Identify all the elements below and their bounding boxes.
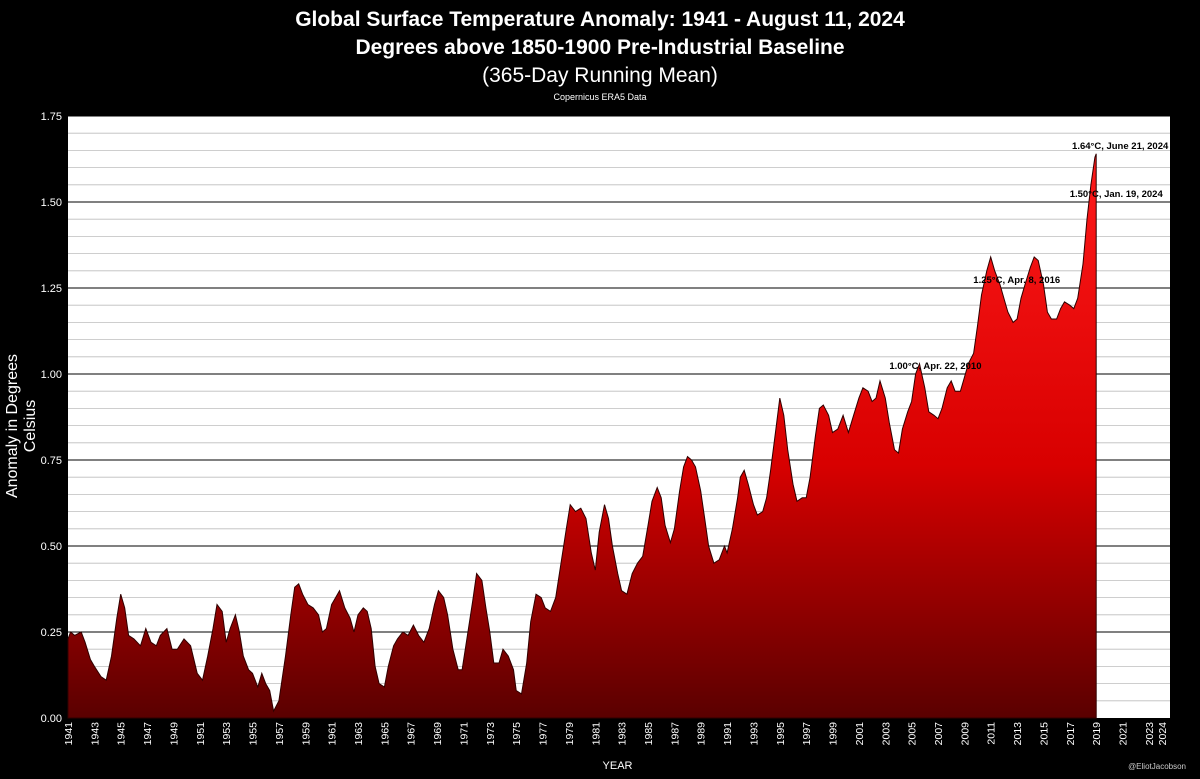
- annotation-label: 1.25°C, Apr. 8, 2016: [973, 275, 1060, 286]
- annotation-label: 1.64°C, June 21, 2024: [1072, 141, 1169, 152]
- y-tick-label: 1.75: [41, 111, 62, 123]
- anomaly-area: [67, 153, 1097, 719]
- y-tick-label: 1.50: [41, 197, 62, 209]
- x-tick-label: 1971: [459, 722, 471, 746]
- x-tick-label: 1951: [195, 722, 207, 746]
- x-tick-label: 1983: [617, 722, 629, 746]
- x-tick-label: 2005: [907, 722, 919, 746]
- x-tick-label: 1979: [564, 722, 576, 746]
- x-tick-label: 1953: [221, 722, 233, 746]
- x-tick-label: 1989: [696, 722, 708, 746]
- x-tick-label: 1949: [169, 722, 181, 746]
- x-tick-label: 2011: [986, 722, 998, 745]
- y-tick-label: 0.50: [41, 541, 62, 553]
- y-tick-labels: 0.00 0.25 0.50 0.75 1.00 1.25 1.50 1.75: [41, 111, 62, 725]
- annotation-label: 1.00°C, Apr. 22, 2010: [889, 361, 981, 372]
- x-tick-label: 2003: [880, 722, 892, 746]
- x-tick-label: 2021: [1118, 722, 1130, 746]
- x-axis-label: YEAR: [602, 760, 633, 772]
- x-tick-labels: 1941 1943 1945 1947 1949 1951 1953 1955 1957 1959…: [63, 722, 1169, 746]
- x-tick-label: 2007: [933, 722, 945, 746]
- x-tick-label: 1975: [511, 722, 523, 746]
- annotations: 1.00°C, Apr. 22, 2010 1.25°C, Apr. 8, 201…: [889, 141, 1169, 372]
- x-tick-label: 2019: [1091, 722, 1103, 746]
- x-tick-label: 1985: [643, 722, 655, 746]
- x-tick-label: 1955: [248, 722, 260, 746]
- x-tick-label: 2017: [1065, 722, 1077, 746]
- x-tick-label: 1959: [300, 722, 312, 746]
- x-tick-label: 1963: [353, 722, 365, 746]
- x-tick-label: 1977: [538, 722, 550, 746]
- y-tick-label: 1.00: [41, 369, 62, 381]
- x-tick-label: 1995: [775, 722, 787, 746]
- annotation-label: 1.50°C, Jan. 19, 2024: [1070, 189, 1164, 200]
- x-tick-label: 2024: [1157, 722, 1169, 746]
- y-tick-label: 0.75: [41, 455, 62, 467]
- x-tick-label: 1987: [669, 722, 681, 746]
- x-tick-label: 1943: [89, 722, 101, 746]
- x-tick-label: 1973: [485, 722, 497, 746]
- x-tick-label: 2001: [854, 722, 866, 746]
- y-tick-label: 0.00: [41, 713, 62, 725]
- x-tick-label: 2023: [1144, 722, 1156, 746]
- x-tick-label: 1957: [274, 722, 286, 746]
- x-tick-label: 1941: [63, 722, 75, 746]
- data-area: [67, 153, 1097, 719]
- chart-subtitle-running-mean: (365-Day Running Mean): [482, 64, 718, 87]
- x-tick-label: 1981: [590, 722, 602, 746]
- data-source: Copernicus ERA5 Data: [553, 92, 647, 102]
- x-tick-label: 2015: [1039, 722, 1051, 746]
- x-tick-label: 1997: [801, 722, 813, 746]
- author-credit: @EliotJacobson: [1128, 762, 1186, 771]
- chart-title: Global Surface Temperature Anomaly: 1941…: [295, 8, 905, 31]
- chart-subtitle: Degrees above 1850-1900 Pre-Industrial B…: [355, 36, 845, 59]
- x-tick-label: 2009: [959, 722, 971, 746]
- x-tick-label: 1967: [406, 722, 418, 746]
- y-tick-label: 1.25: [41, 283, 62, 295]
- x-tick-label: 1999: [828, 722, 840, 746]
- y-tick-label: 0.25: [41, 627, 62, 639]
- x-tick-label: 1969: [432, 722, 444, 746]
- x-tick-label: 1945: [116, 722, 128, 746]
- x-tick-label: 1961: [327, 722, 339, 746]
- x-tick-label: 1947: [142, 722, 154, 746]
- x-tick-label: 2013: [1012, 722, 1024, 746]
- x-tick-label: 1991: [722, 722, 734, 746]
- x-tick-label: 1965: [379, 722, 391, 746]
- x-tick-label: 1993: [749, 722, 761, 746]
